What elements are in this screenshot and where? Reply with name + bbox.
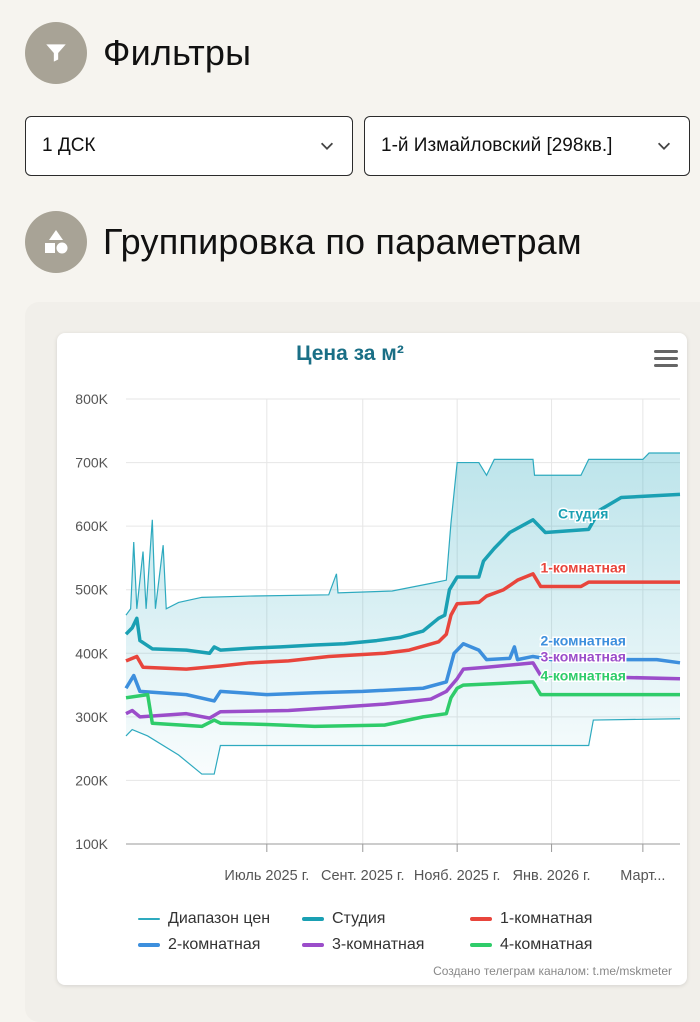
y-tick-label: 500K [75,582,108,598]
building-select-value: 1-й Измайловский [298кв.] [381,135,613,156]
building-select[interactable]: 1-й Измайловский [298кв.] [364,116,690,176]
x-tick-label: Март... [620,868,665,884]
y-tick-label: 400K [75,645,108,661]
series-line-0 [124,492,681,656]
legend-item-studio[interactable]: Студия [302,910,385,928]
price-range-area [126,453,680,775]
chevron-down-icon [657,142,671,150]
filters-title: Фильтры [103,32,252,73]
complex-select-value: 1 ДСК [42,135,96,156]
series-line-4 [125,680,680,729]
chart-credit: Создано телеграм каналом: t.me/mskmeter [433,964,672,978]
legend-item-1room[interactable]: 1-комнатная [470,910,592,928]
series-line-2 [124,642,681,703]
legend-item-range[interactable]: Диапазон цен [138,910,270,928]
y-tick-label: 300K [75,709,108,725]
series-label-4: 4-комнатная [540,668,626,684]
complex-select[interactable]: 1 ДСК [25,116,353,176]
chart-title: Цена за м² [296,342,404,365]
price-range-upper-line [125,452,680,616]
price-range-lower-line [125,718,681,775]
x-tick-label: Июль 2025 г. [224,868,309,884]
legend-item-4room[interactable]: 4-комнатная [470,936,592,954]
chevron-down-icon [320,142,334,150]
x-tick-label: Сент. 2025 г. [321,868,404,884]
grouping-title: Группировка по параметрам [103,221,582,262]
shapes-icon [25,211,87,273]
series-label-0: Студия [558,506,608,522]
grouping-header: Группировка по параметрам [25,211,582,273]
filter-icon [25,22,87,84]
series-label-3: 3-комнатная [540,649,626,665]
x-tick-label: Янв. 2026 г. [513,868,591,884]
legend-item-2room[interactable]: 2-комнатная [138,936,260,954]
y-tick-label: 100K [75,836,108,852]
y-tick-label: 800K [75,391,108,407]
y-tick-label: 600K [75,518,108,534]
series-line-3 [125,661,681,720]
series-line-1 [125,572,680,671]
series-label-2: 2-комнатная [540,633,626,649]
legend-item-3room[interactable]: 3-комнатная [302,936,424,954]
hamburger-menu-icon[interactable] [654,350,678,370]
x-tick-label: Нояб. 2025 г. [414,868,501,884]
series-label-1: 1-комнатная [540,560,626,576]
y-tick-label: 700K [75,455,108,471]
filters-header: Фильтры [25,22,251,84]
y-tick-label: 200K [75,772,108,788]
